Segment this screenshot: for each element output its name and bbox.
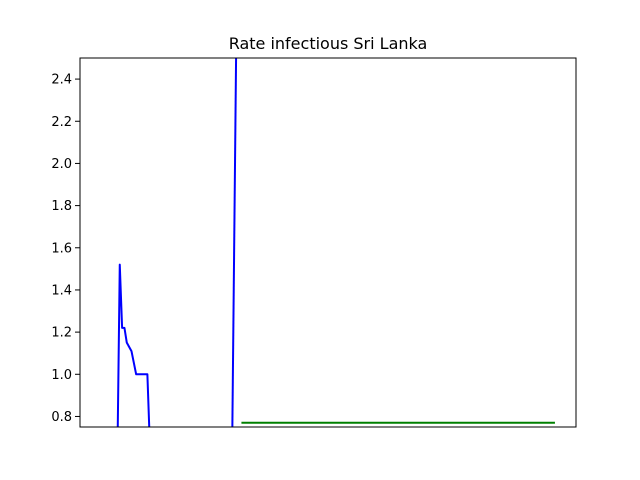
y-tick-label: 1.0 [51,368,72,383]
y-axis: 0.8 1.0 1.2 1.4 1.6 1.8 2.0 2.2 2.4 [51,73,80,425]
y-tick-label: 1.8 [51,199,72,214]
chart-title: Rate infectious Sri Lanka [229,34,428,53]
y-tick-label: 2.4 [51,73,72,88]
y-tick-label: 1.4 [51,283,72,298]
series-line-2 [231,58,238,427]
series-line-1 [116,263,151,427]
plot-frame [79,57,577,428]
y-tick-label: 0.8 [51,410,72,425]
y-tick-label: 1.6 [51,241,72,256]
y-tick-label: 2.0 [51,157,72,172]
y-tick-label: 1.2 [51,326,72,341]
y-tick-label: 2.2 [51,115,72,130]
series-layer [116,58,555,427]
